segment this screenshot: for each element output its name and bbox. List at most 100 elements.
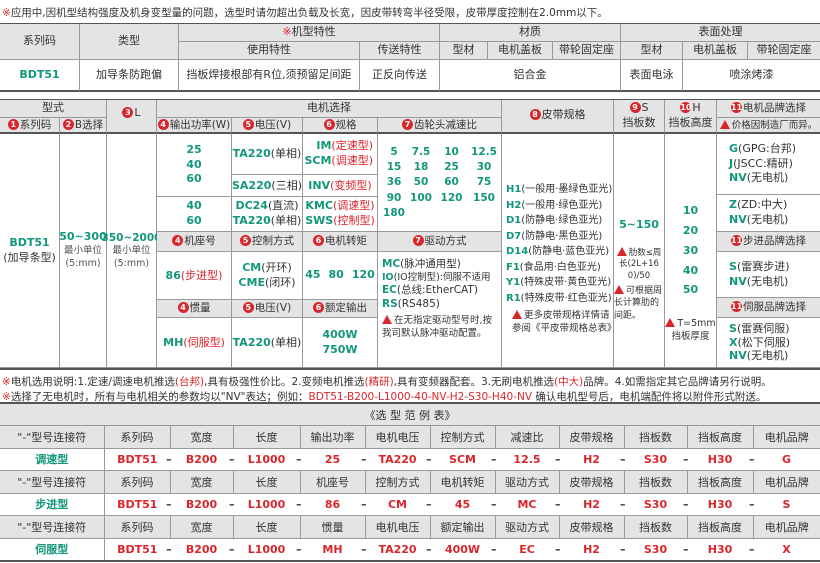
series-value: BDT51 <box>0 60 80 92</box>
example-row: 伺服型 BDT51– B200– L1000– MH – TA220–400W – EC – H2–… <box>0 538 820 562</box>
label: 控制方式 <box>252 235 294 247</box>
surface-profile-value: 表面电泳 <box>621 60 683 92</box>
number-badge: 4 <box>177 302 189 313</box>
code: Y1 <box>506 277 521 288</box>
desc: (特殊皮带·黄色亚光) <box>520 277 612 288</box>
separator: – <box>166 452 172 466</box>
number-badge: 6 <box>313 302 324 313</box>
label: 皮带规格 <box>541 108 586 121</box>
th-profile: 型材 <box>440 42 488 60</box>
label: 电压(V) <box>254 119 292 131</box>
example-value: H30 <box>707 497 733 511</box>
label: 电机品牌选择 <box>743 102 806 114</box>
separator: – <box>296 542 302 556</box>
type-value: 加导条防跑偏 <box>80 60 179 92</box>
desc: (调速型) <box>331 154 373 167</box>
output-values: 400W 750W <box>303 318 378 368</box>
b-unit: 最小单位 <box>63 245 102 257</box>
code: S <box>729 321 737 335</box>
warning-icon <box>614 285 624 295</box>
power-group-2: 40 60 <box>157 197 232 232</box>
example-value: BDT51 <box>117 497 158 511</box>
series-code: BDT51 <box>9 235 50 249</box>
t: (精研) <box>364 376 394 388</box>
ratio-value: 5 <box>390 146 398 159</box>
brand-gear-1: G(GPG:台邦) J(JSCC:精研) NV(无电机) <box>717 134 820 195</box>
belt-list: H1(一般用·墨绿色亚光) H2(一般用·绿色亚光) D1(防静电·绿色亚光) D7(… <box>506 182 612 306</box>
label: 伺服品牌选择 <box>743 301 806 313</box>
motor-note: ※电机选用说明:1.定速/调速电机推选(台邦),具有极强性价比。2.变频电机推选… <box>2 374 772 389</box>
separator: – <box>229 452 235 466</box>
code: X <box>729 335 738 349</box>
separator: – <box>229 497 235 511</box>
example-cell: –12.5 <box>491 448 559 471</box>
brand-gear-2: Z(ZD:中大) NV(无电机) <box>717 195 820 232</box>
code: NV <box>729 274 747 288</box>
ratio-cell: 5 7.5 10 12.5 15 18 25 30 36 50 60 75 90 100 120 150 180 <box>378 134 502 232</box>
desc: (步进型) <box>180 269 223 282</box>
label: 输出功率(W) <box>169 119 231 131</box>
ratio-value: 15 <box>386 161 402 174</box>
h-values: 10 20 30 40 50 <box>683 204 698 298</box>
separator: – <box>683 497 689 511</box>
label: 额定输出 <box>325 302 367 314</box>
th-h-top: 10H <box>680 101 701 116</box>
control-cm: CM(开环) <box>242 261 292 276</box>
mark: ※ <box>2 376 11 388</box>
example-code: BDT51-B200-L1000-40-NV-H2-S30-H40-NV <box>308 391 533 403</box>
ratio-value: 7.5 <box>411 146 431 159</box>
th-type: 类型 <box>80 24 179 60</box>
spec-sws: SWS(控制型) <box>305 214 375 229</box>
l-unit2: (5:mm) <box>113 257 150 269</box>
column-header: 电机电压 <box>365 425 431 449</box>
example-cell: – B200 <box>166 493 233 516</box>
example-value: B200 <box>185 452 218 466</box>
example-header-row: "-"型号连接符 系列码 宽度 长度 惯量 电机电压 额定输出 驱动方式 皮带规格 挡板数 挡板高度… <box>0 515 820 539</box>
s-cell: 5~150 肋数≤周长(2L+160)/50 可根据周长计算肋的间距。 <box>614 134 665 368</box>
number-badge: 4 <box>172 235 184 246</box>
belt-item: F1(食品用·白色亚光) <box>506 260 612 276</box>
column-header: 控制方式 <box>365 470 431 494</box>
column-header: 皮带规格 <box>559 470 625 494</box>
separator: – <box>229 542 235 556</box>
example-type: 伺服型 <box>0 538 105 562</box>
power-value: 25 <box>186 142 202 156</box>
note-text: 更多皮带规格详情请参阅《平皮带规格总表》 <box>512 310 614 334</box>
note-text: 在无指定驱动型号时,按我司默认脉冲驱动配置。 <box>382 315 493 339</box>
example-value: S30 <box>643 497 668 511</box>
b-unit2: (5:mm) <box>65 257 101 269</box>
column-header: 电机转矩 <box>430 470 496 494</box>
label: 驱动方式 <box>424 235 467 247</box>
number-badge: 4 <box>157 119 169 130</box>
column-header: 挡板数 <box>624 515 688 539</box>
label: 电压(V) <box>254 302 292 314</box>
ratio-value: 30 <box>476 161 492 174</box>
example-cell: – MH <box>296 538 365 562</box>
desc: (无电机) <box>746 349 789 363</box>
desc: (开环) <box>261 260 292 274</box>
series-cell: BDT51 (加导条型) <box>0 134 60 368</box>
brand-item: NV(无电机) <box>729 171 788 186</box>
note-mark: ※ <box>2 7 11 19</box>
example-value: S <box>782 497 791 511</box>
th-voltage: 5 电压(V) <box>232 118 303 134</box>
separator: – <box>166 497 172 511</box>
power-value: 60 <box>186 214 202 227</box>
example-cell: – H30 <box>683 538 753 562</box>
separator: – <box>555 452 561 466</box>
drive-io: IO(IO控制型):伺服不适用 <box>382 272 491 284</box>
column-header: 宽度 <box>170 425 234 449</box>
example-cell: – SCM <box>426 448 495 471</box>
number-badge: 1 <box>7 119 19 130</box>
spec-inv: INV(变频型) <box>303 175 378 197</box>
t: ,具有变频器配套。3.无刷电机推选 <box>393 376 555 388</box>
example-cell: – 45 <box>426 493 495 516</box>
separator: – <box>296 452 302 466</box>
torque-value: 80 <box>328 268 344 282</box>
desc: (特殊皮带·红色亚光) <box>520 292 612 304</box>
code: MH <box>163 336 184 349</box>
power-group-1: 25 40 60 <box>157 134 232 197</box>
column-header: 电机品牌 <box>753 470 820 494</box>
example-cell: – H2 <box>555 493 624 516</box>
desc: (无电机) <box>746 274 789 288</box>
